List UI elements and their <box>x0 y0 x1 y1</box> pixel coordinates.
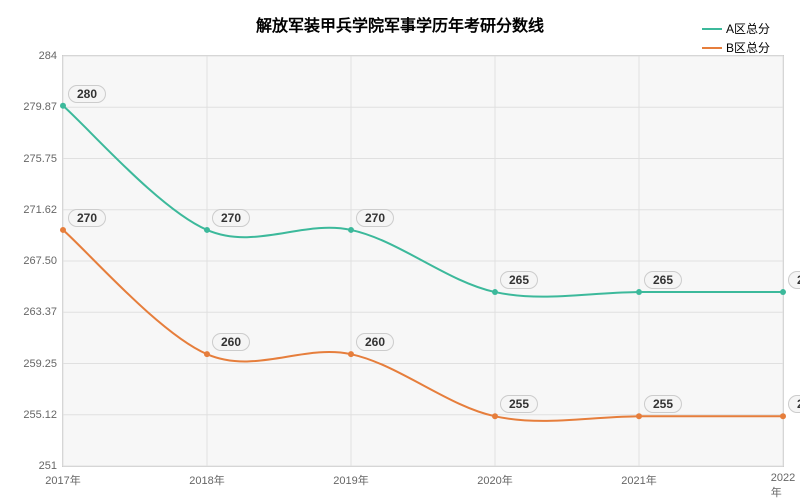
x-axis-label: 2021年 <box>621 466 656 488</box>
data-label: 270 <box>68 209 106 227</box>
y-axis-label: 275.75 <box>23 153 63 165</box>
data-label: 270 <box>212 209 250 227</box>
data-label: 270 <box>356 209 394 227</box>
series-line <box>63 106 783 297</box>
data-point <box>492 413 498 419</box>
data-label: 255 <box>644 395 682 413</box>
data-label: 265 <box>644 271 682 289</box>
data-label: 260 <box>212 333 250 351</box>
legend-swatch-a <box>702 28 722 30</box>
x-axis-label: 2017年 <box>45 466 80 488</box>
legend-label-b: B区总分 <box>726 39 770 56</box>
x-axis-label: 2018年 <box>189 466 224 488</box>
plot-area: 251255.12259.25263.37267.50271.62275.752… <box>62 55 784 467</box>
chart-container: 解放军装甲兵学院军事学历年考研分数线 A区总分 B区总分 251255.1225… <box>0 0 800 500</box>
data-point <box>780 289 786 295</box>
x-axis-label: 2022年 <box>771 466 795 500</box>
y-axis-label: 259.25 <box>23 358 63 370</box>
legend: A区总分 B区总分 <box>702 20 770 58</box>
data-label: 265 <box>500 271 538 289</box>
x-axis-label: 2019年 <box>333 466 368 488</box>
legend-swatch-b <box>702 47 722 49</box>
chart-title: 解放军装甲兵学院军事学历年考研分数线 <box>0 12 800 36</box>
data-point <box>636 413 642 419</box>
data-point <box>780 413 786 419</box>
data-point <box>204 227 210 233</box>
legend-item-b: B区总分 <box>702 39 770 56</box>
data-label: 280 <box>68 85 106 103</box>
data-point <box>492 289 498 295</box>
legend-label-a: A区总分 <box>726 20 770 37</box>
data-label: 260 <box>356 333 394 351</box>
data-point <box>60 227 66 233</box>
y-axis-label: 271.62 <box>23 204 63 216</box>
data-point <box>348 227 354 233</box>
data-label: 255 <box>788 395 800 413</box>
y-axis-label: 279.87 <box>23 101 63 113</box>
y-axis-label: 255.12 <box>23 409 63 421</box>
data-point <box>636 289 642 295</box>
data-point <box>348 351 354 357</box>
y-axis-label: 263.37 <box>23 306 63 318</box>
legend-item-a: A区总分 <box>702 20 770 37</box>
data-point <box>204 351 210 357</box>
x-axis-label: 2020年 <box>477 466 512 488</box>
series-line <box>63 230 783 421</box>
y-axis-label: 284 <box>39 50 63 62</box>
data-label: 255 <box>500 395 538 413</box>
y-axis-label: 267.50 <box>23 255 63 267</box>
data-label: 265 <box>788 271 800 289</box>
